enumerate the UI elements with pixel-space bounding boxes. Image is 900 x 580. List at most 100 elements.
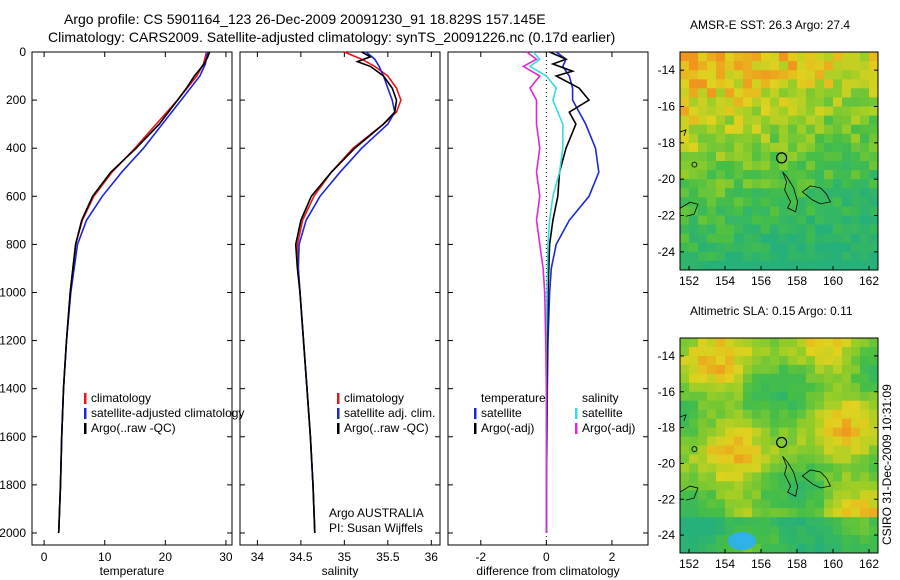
sst-map-cell	[842, 142, 852, 153]
sla-map-cell	[797, 391, 807, 402]
sla-map-cell	[860, 463, 870, 473]
sst-map-cell	[815, 124, 825, 135]
sst-map-cell	[716, 115, 726, 126]
sst-map-cell	[788, 215, 798, 226]
sst-map-cell	[725, 161, 735, 171]
sst-map-cell	[725, 133, 735, 144]
sla-map-cell	[779, 338, 789, 348]
sst-map-cell	[806, 61, 816, 71]
sst-map-cell	[680, 242, 690, 253]
sla-map-cell	[770, 338, 780, 348]
sst-map-cell	[806, 79, 816, 89]
sst-map-xtick-label: 160	[823, 274, 843, 288]
sla-map-cell	[734, 526, 744, 536]
sst-map-cell	[689, 151, 699, 162]
sla-map-ytick-label: -22	[658, 492, 676, 506]
sla-map-cell	[725, 508, 735, 518]
sst-map-cell	[815, 106, 825, 117]
sst-map-cell	[779, 206, 789, 216]
sst-map-cell	[698, 70, 708, 80]
sla-map-cell	[806, 481, 816, 491]
sst-map-cell	[851, 179, 861, 189]
sla-map-cell	[860, 499, 870, 509]
sst-map-cell	[788, 79, 798, 89]
difference-xtick-label: -2	[475, 550, 486, 564]
sst-map-cell	[761, 88, 771, 98]
sla-map-cell	[698, 400, 708, 411]
sla-map-cell	[833, 364, 843, 375]
sst-map-cell	[797, 215, 807, 226]
sla-map-cell	[770, 400, 780, 411]
sst-map-xtick-label: 152	[679, 274, 699, 288]
sla-map-cell	[680, 436, 690, 446]
sst-map-cell	[806, 170, 816, 180]
sla-map-cell	[734, 391, 744, 402]
sla-map-cell	[833, 499, 843, 509]
sst-map-cell	[869, 106, 879, 117]
sst-map-cell	[815, 70, 825, 80]
sst-map-cell	[806, 124, 816, 135]
sst-map-cell	[761, 124, 771, 135]
sla-map-cell	[707, 427, 717, 438]
sla-map-cell	[734, 499, 744, 509]
sst-map-cell	[689, 142, 699, 153]
sst-map-argo-marker	[776, 152, 788, 164]
sla-map-cell	[815, 347, 825, 357]
sla-map-cell	[860, 436, 870, 446]
sst-map-cell	[824, 79, 834, 89]
sst-map-cell	[833, 188, 843, 198]
sla-map-cell	[728, 532, 756, 550]
sla-map-cell	[743, 508, 753, 518]
sla-map-cell	[698, 499, 708, 509]
sla-map-cell	[833, 427, 843, 438]
sla-map-cell	[788, 338, 798, 348]
sla-map-cell	[770, 373, 780, 384]
sst-map-cell	[779, 61, 789, 71]
sst-map-cell	[743, 197, 753, 207]
sla-map-cell	[689, 445, 699, 455]
sst-map-cell	[851, 142, 861, 153]
sla-map-cell	[806, 364, 816, 375]
sst-map-cell	[824, 179, 834, 189]
sla-map-cell	[788, 364, 798, 375]
sst-map-cell	[689, 115, 699, 126]
sla-map-cell	[716, 400, 726, 411]
sla-map-cell	[860, 364, 870, 375]
sla-map-cell	[770, 517, 780, 527]
sla-map-xtick-label: 160	[823, 557, 843, 571]
sst-map-cell	[860, 242, 870, 253]
sst-map-cell	[734, 242, 744, 253]
sst-map-cell	[770, 215, 780, 226]
sst-map-cell	[707, 52, 717, 62]
sst-map-cell	[797, 70, 807, 80]
sla-map-cell	[743, 481, 753, 491]
sst-map-cell	[680, 224, 690, 235]
sst-map-ytick-label: -20	[658, 172, 676, 186]
sla-map-cell	[779, 508, 789, 518]
sla-map-cell	[833, 526, 843, 536]
sst-map-cell	[689, 179, 699, 189]
sla-map-cell	[707, 338, 717, 348]
sst-map-cell	[680, 142, 690, 153]
sla-map-cell	[842, 436, 852, 446]
sla-map-cell	[716, 373, 726, 384]
sla-map-cell	[761, 409, 771, 420]
sst-map-cell	[752, 206, 762, 216]
sst-map-cell	[824, 115, 834, 126]
sla-map-cell	[716, 427, 726, 438]
sla-map-cell	[860, 418, 870, 429]
sla-map-cell	[680, 409, 690, 420]
sla-map-cell	[806, 427, 816, 438]
sst-map-cell	[842, 161, 852, 171]
sla-map-cell	[860, 454, 870, 464]
sst-map-cell	[761, 133, 771, 144]
sla-map-cell	[725, 427, 735, 438]
sst-map-cell	[734, 97, 744, 107]
sla-map-cell	[824, 463, 834, 473]
sst-map-cell	[734, 215, 744, 226]
sst-map-cell	[842, 151, 852, 162]
sst-map-cell	[824, 106, 834, 117]
sla-map-cell	[725, 418, 735, 429]
sla-map-cell	[779, 517, 789, 527]
